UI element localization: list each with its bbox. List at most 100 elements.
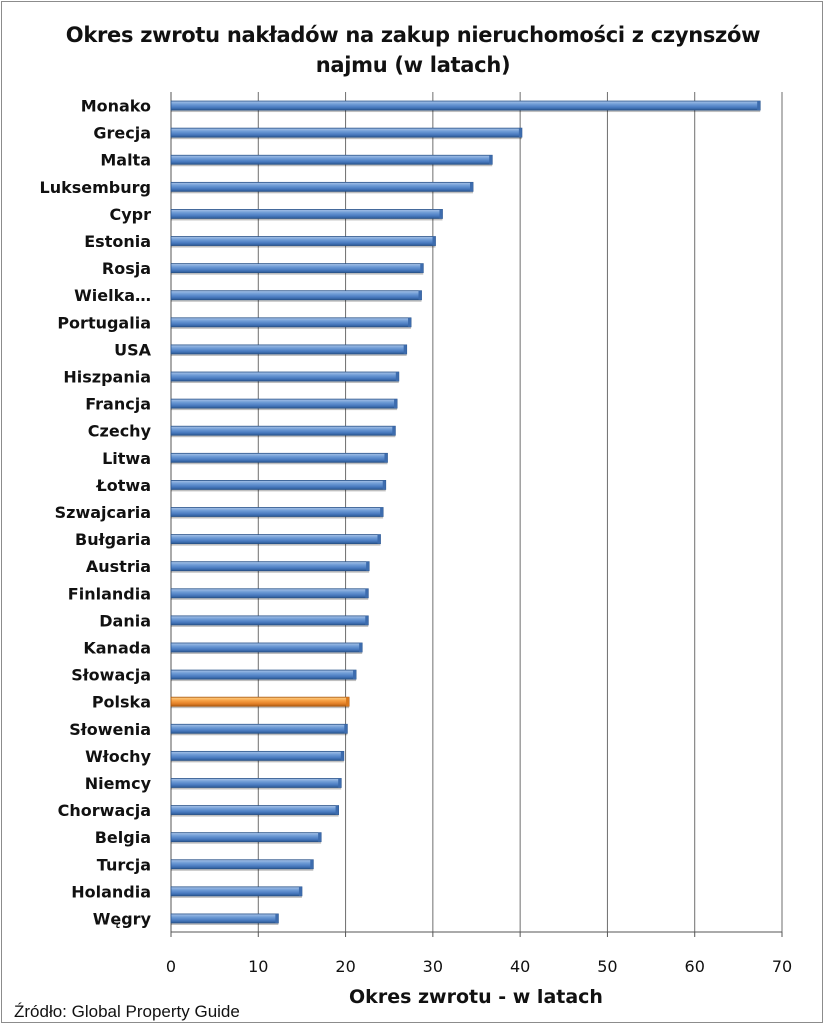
bar-cap <box>432 236 436 246</box>
bar-fill <box>170 452 388 463</box>
bar-cap <box>346 697 350 707</box>
bar-wielka <box>170 290 422 302</box>
category-label-cypr: Cypr <box>109 205 151 224</box>
bar-cap <box>394 399 398 409</box>
bar-fill <box>170 642 363 653</box>
category-label-czechy: Czechy <box>88 422 152 441</box>
bar-fill <box>170 100 761 111</box>
bar-fill <box>170 263 424 274</box>
category-label-lotwa: Łotwa <box>96 476 152 495</box>
bar-szwajcaria <box>170 507 384 519</box>
bar-cap <box>359 642 363 652</box>
bar-cap <box>757 101 761 111</box>
category-label-polska: Polska <box>92 693 151 712</box>
bar-fill <box>170 398 398 409</box>
bar-fill <box>170 236 436 246</box>
bar-fill <box>170 480 387 490</box>
category-label-litwa: Litwa <box>102 449 151 468</box>
bar-cap <box>395 372 399 382</box>
x-tick-label-10: 10 <box>248 957 268 976</box>
category-label-usa: USA <box>114 340 152 359</box>
bar-cap <box>420 263 424 273</box>
bar-cap <box>275 913 279 923</box>
bar-fill <box>170 290 422 301</box>
category-label-rosja: Rosja <box>102 259 151 278</box>
chart-title: Okres zwrotu nakładów na zakup nieruchom… <box>0 20 826 80</box>
bar-austria <box>170 561 370 573</box>
category-label-malta: Malta <box>100 151 151 170</box>
bar-fill <box>170 317 412 328</box>
category-label-niemcy: Niemcy <box>85 774 152 793</box>
bar-fill <box>170 371 400 382</box>
category-label-grecja: Grecja <box>93 124 151 143</box>
bar-cap <box>408 317 412 327</box>
bar-fill <box>170 425 396 436</box>
category-labels: Monako Grecja Malta Luksemburg Cypr Estonia Ro… <box>40 97 152 929</box>
bar-wegry <box>170 913 279 925</box>
bar-cap <box>366 561 370 571</box>
bars <box>170 100 761 925</box>
bar-estonia <box>170 236 436 248</box>
bar-slowacja <box>170 669 357 682</box>
category-label-slowenia: Słowenia <box>69 720 151 739</box>
bar-finlandia <box>170 588 369 600</box>
category-label-belgia: Belgia <box>95 828 151 847</box>
bar-francja <box>170 398 398 411</box>
bar-chorwacja <box>170 805 339 817</box>
bar-cap <box>338 778 342 788</box>
bar-litwa <box>170 452 388 465</box>
x-tick-labels: 0 10 20 30 40 50 60 70 <box>166 957 792 976</box>
category-label-estonia: Estonia <box>84 232 151 251</box>
bar-bulgaria <box>170 534 381 546</box>
category-label-monako: Monako <box>81 97 151 116</box>
bar-cap <box>392 426 396 436</box>
bar-fill <box>170 913 279 924</box>
category-label-slowacja: Słowacja <box>71 666 151 685</box>
bar-holandia <box>170 886 303 898</box>
bar-fill <box>170 696 350 707</box>
bar-fill <box>170 534 381 544</box>
bar-fill <box>170 859 314 870</box>
bar-malta <box>170 154 493 167</box>
bar-cap <box>353 670 357 680</box>
x-tick-label-0: 0 <box>166 957 176 976</box>
bar-fill <box>170 344 408 355</box>
category-label-holandia: Holandia <box>71 882 151 901</box>
bar-grecja <box>170 127 523 140</box>
x-tick-label-70: 70 <box>772 957 792 976</box>
bar-fill <box>170 181 474 192</box>
bar-lotwa <box>170 480 387 492</box>
category-label-kanada: Kanada <box>83 638 151 657</box>
chart-title-line-2: najmu (w latach) <box>315 53 511 77</box>
category-label-hiszpania: Hiszpania <box>63 368 151 387</box>
bar-fill <box>170 750 345 761</box>
x-tick-label-60: 60 <box>685 957 705 976</box>
bar-cap <box>403 344 407 354</box>
bar-fill <box>170 886 303 897</box>
bar-cap <box>470 182 474 192</box>
bar-cap <box>382 480 386 490</box>
category-label-szwajcaria: Szwajcaria <box>55 503 151 522</box>
bar-cap <box>518 128 522 138</box>
bar-cap <box>380 507 384 517</box>
bar-cap <box>418 290 422 300</box>
source-note: Źródło: Global Property Guide <box>14 1002 240 1021</box>
bar-niemcy <box>170 778 342 790</box>
bar-cypr <box>170 209 443 221</box>
bar-fill <box>170 507 384 517</box>
x-tick-label-20: 20 <box>335 957 355 976</box>
bar-cap <box>310 859 314 869</box>
bar-fill <box>170 154 493 165</box>
bar-luksemburg <box>170 181 474 194</box>
bar-cap <box>344 724 348 734</box>
bar-monako <box>170 100 761 113</box>
bar-cap <box>377 534 381 544</box>
bar-rosja <box>170 263 424 275</box>
category-label-portugalia: Portugalia <box>57 313 151 332</box>
bar-fill <box>170 669 357 680</box>
bar-portugalia <box>170 317 412 329</box>
bar-fill <box>170 805 339 815</box>
x-tick-label-40: 40 <box>510 957 530 976</box>
bar-kanada <box>170 642 363 654</box>
